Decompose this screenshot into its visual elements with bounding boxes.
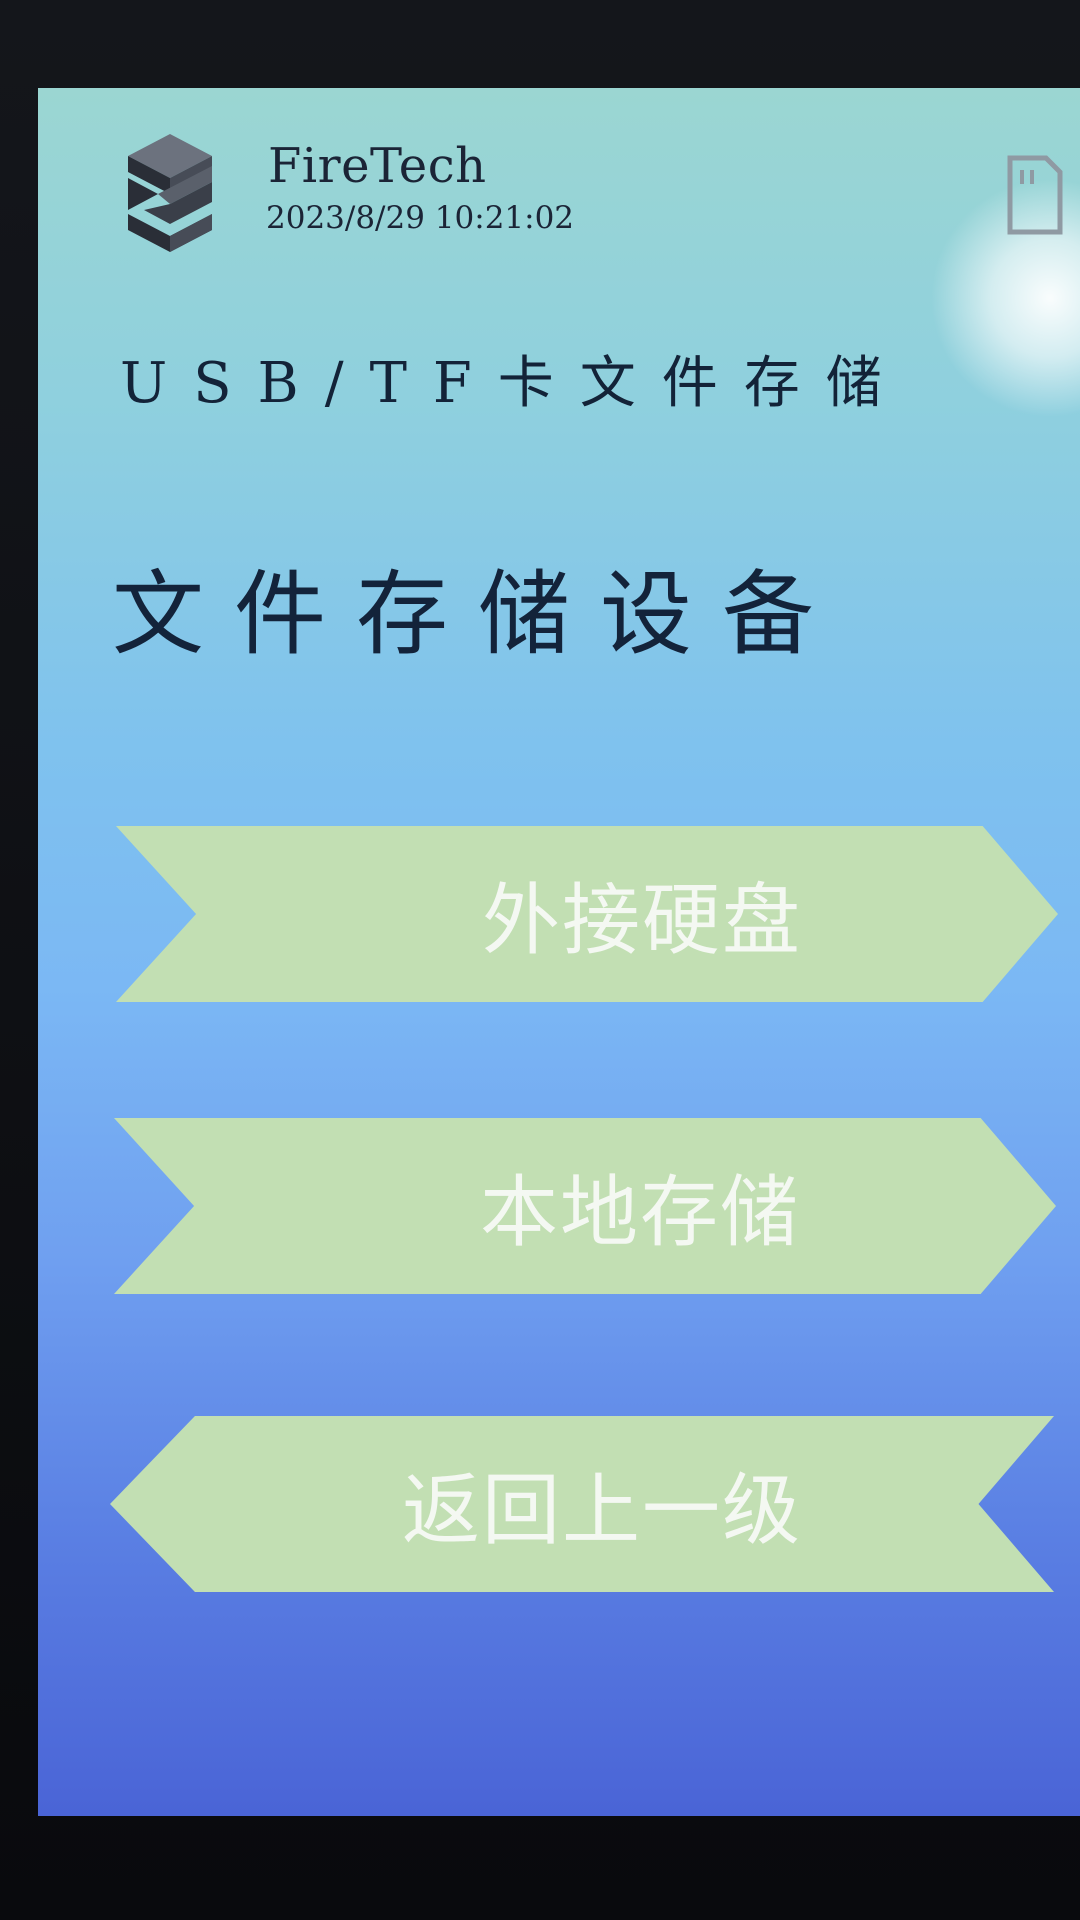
stacked-layers-logo-icon bbox=[122, 132, 218, 252]
screen: FireTech 2023/8/29 10:21:02 USB/TF卡文件存储 … bbox=[38, 88, 1080, 1816]
external-drive-button[interactable]: 外接硬盘 bbox=[116, 826, 1058, 1002]
brand-name: FireTech bbox=[268, 138, 487, 194]
page-subtitle: USB/TF卡文件存储 bbox=[120, 338, 908, 419]
page-title: 文件存储设备 bbox=[112, 540, 844, 673]
sd-card-icon bbox=[1004, 154, 1064, 238]
back-button[interactable]: 返回上一级 bbox=[110, 1416, 1054, 1592]
local-storage-button[interactable]: 本地存储 bbox=[114, 1118, 1056, 1294]
back-label: 返回上一级 bbox=[110, 1416, 1054, 1592]
local-storage-label: 本地存储 bbox=[114, 1118, 1056, 1294]
external-drive-label: 外接硬盘 bbox=[116, 826, 1058, 1002]
datetime-display: 2023/8/29 10:21:02 bbox=[266, 200, 574, 236]
